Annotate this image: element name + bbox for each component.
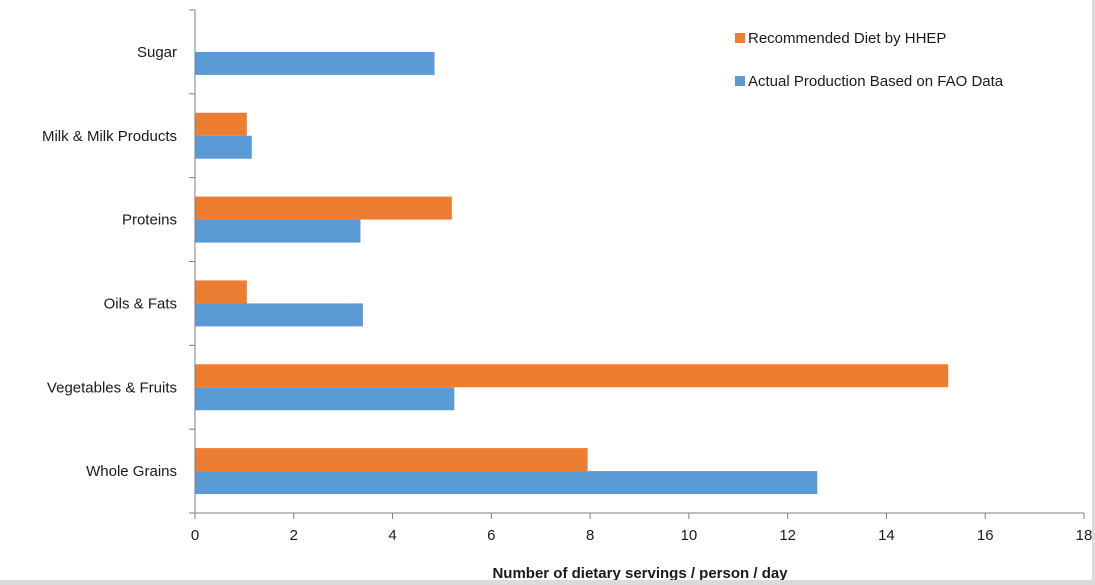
legend: Recommended Diet by HHEP Actual Productio… bbox=[735, 30, 1004, 90]
y-category-label: Sugar bbox=[137, 44, 177, 61]
x-tick-label: 16 bbox=[977, 527, 994, 544]
x-tick-label: 4 bbox=[388, 527, 396, 544]
x-axis-title: Number of dietary servings / person / da… bbox=[492, 565, 788, 580]
legend-swatch bbox=[735, 76, 745, 86]
y-category-label: Milk & Milk Products bbox=[42, 128, 177, 145]
bar-recommended bbox=[195, 448, 588, 471]
x-tick-label: 2 bbox=[290, 527, 298, 544]
x-tick-label: 14 bbox=[878, 527, 895, 544]
y-axis-labels: Sugar Milk & Milk Products Proteins Oils & … bbox=[42, 10, 195, 513]
x-tick-label: 6 bbox=[487, 527, 495, 544]
x-tick-label: 18 bbox=[1076, 527, 1092, 544]
bar-recommended bbox=[195, 364, 948, 387]
bar-recommended bbox=[195, 113, 247, 136]
bars-layer bbox=[195, 52, 948, 494]
x-tick-label: 10 bbox=[681, 527, 698, 544]
legend-label: Actual Production Based on FAO Data bbox=[748, 73, 1004, 90]
legend-label: Recommended Diet by HHEP bbox=[748, 30, 946, 47]
bar-actual bbox=[195, 220, 360, 243]
y-category-label: Proteins bbox=[122, 212, 177, 229]
bar-actual bbox=[195, 471, 817, 494]
bar-actual bbox=[195, 303, 363, 326]
bar-recommended bbox=[195, 280, 247, 303]
bar-actual bbox=[195, 136, 252, 159]
bar-actual bbox=[195, 387, 454, 410]
x-axis-ticks: 0 2 4 6 8 10 12 14 16 18 bbox=[191, 513, 1092, 544]
y-category-label: Oils & Fats bbox=[104, 295, 177, 312]
bar-recommended bbox=[195, 197, 452, 220]
x-tick-label: 8 bbox=[586, 527, 594, 544]
x-tick-label: 12 bbox=[779, 527, 796, 544]
y-category-label: Whole Grains bbox=[86, 463, 177, 480]
legend-swatch bbox=[735, 33, 745, 43]
bar-actual bbox=[195, 52, 435, 75]
x-tick-label: 0 bbox=[191, 527, 199, 544]
y-category-label: Vegetables & Fruits bbox=[47, 379, 177, 396]
